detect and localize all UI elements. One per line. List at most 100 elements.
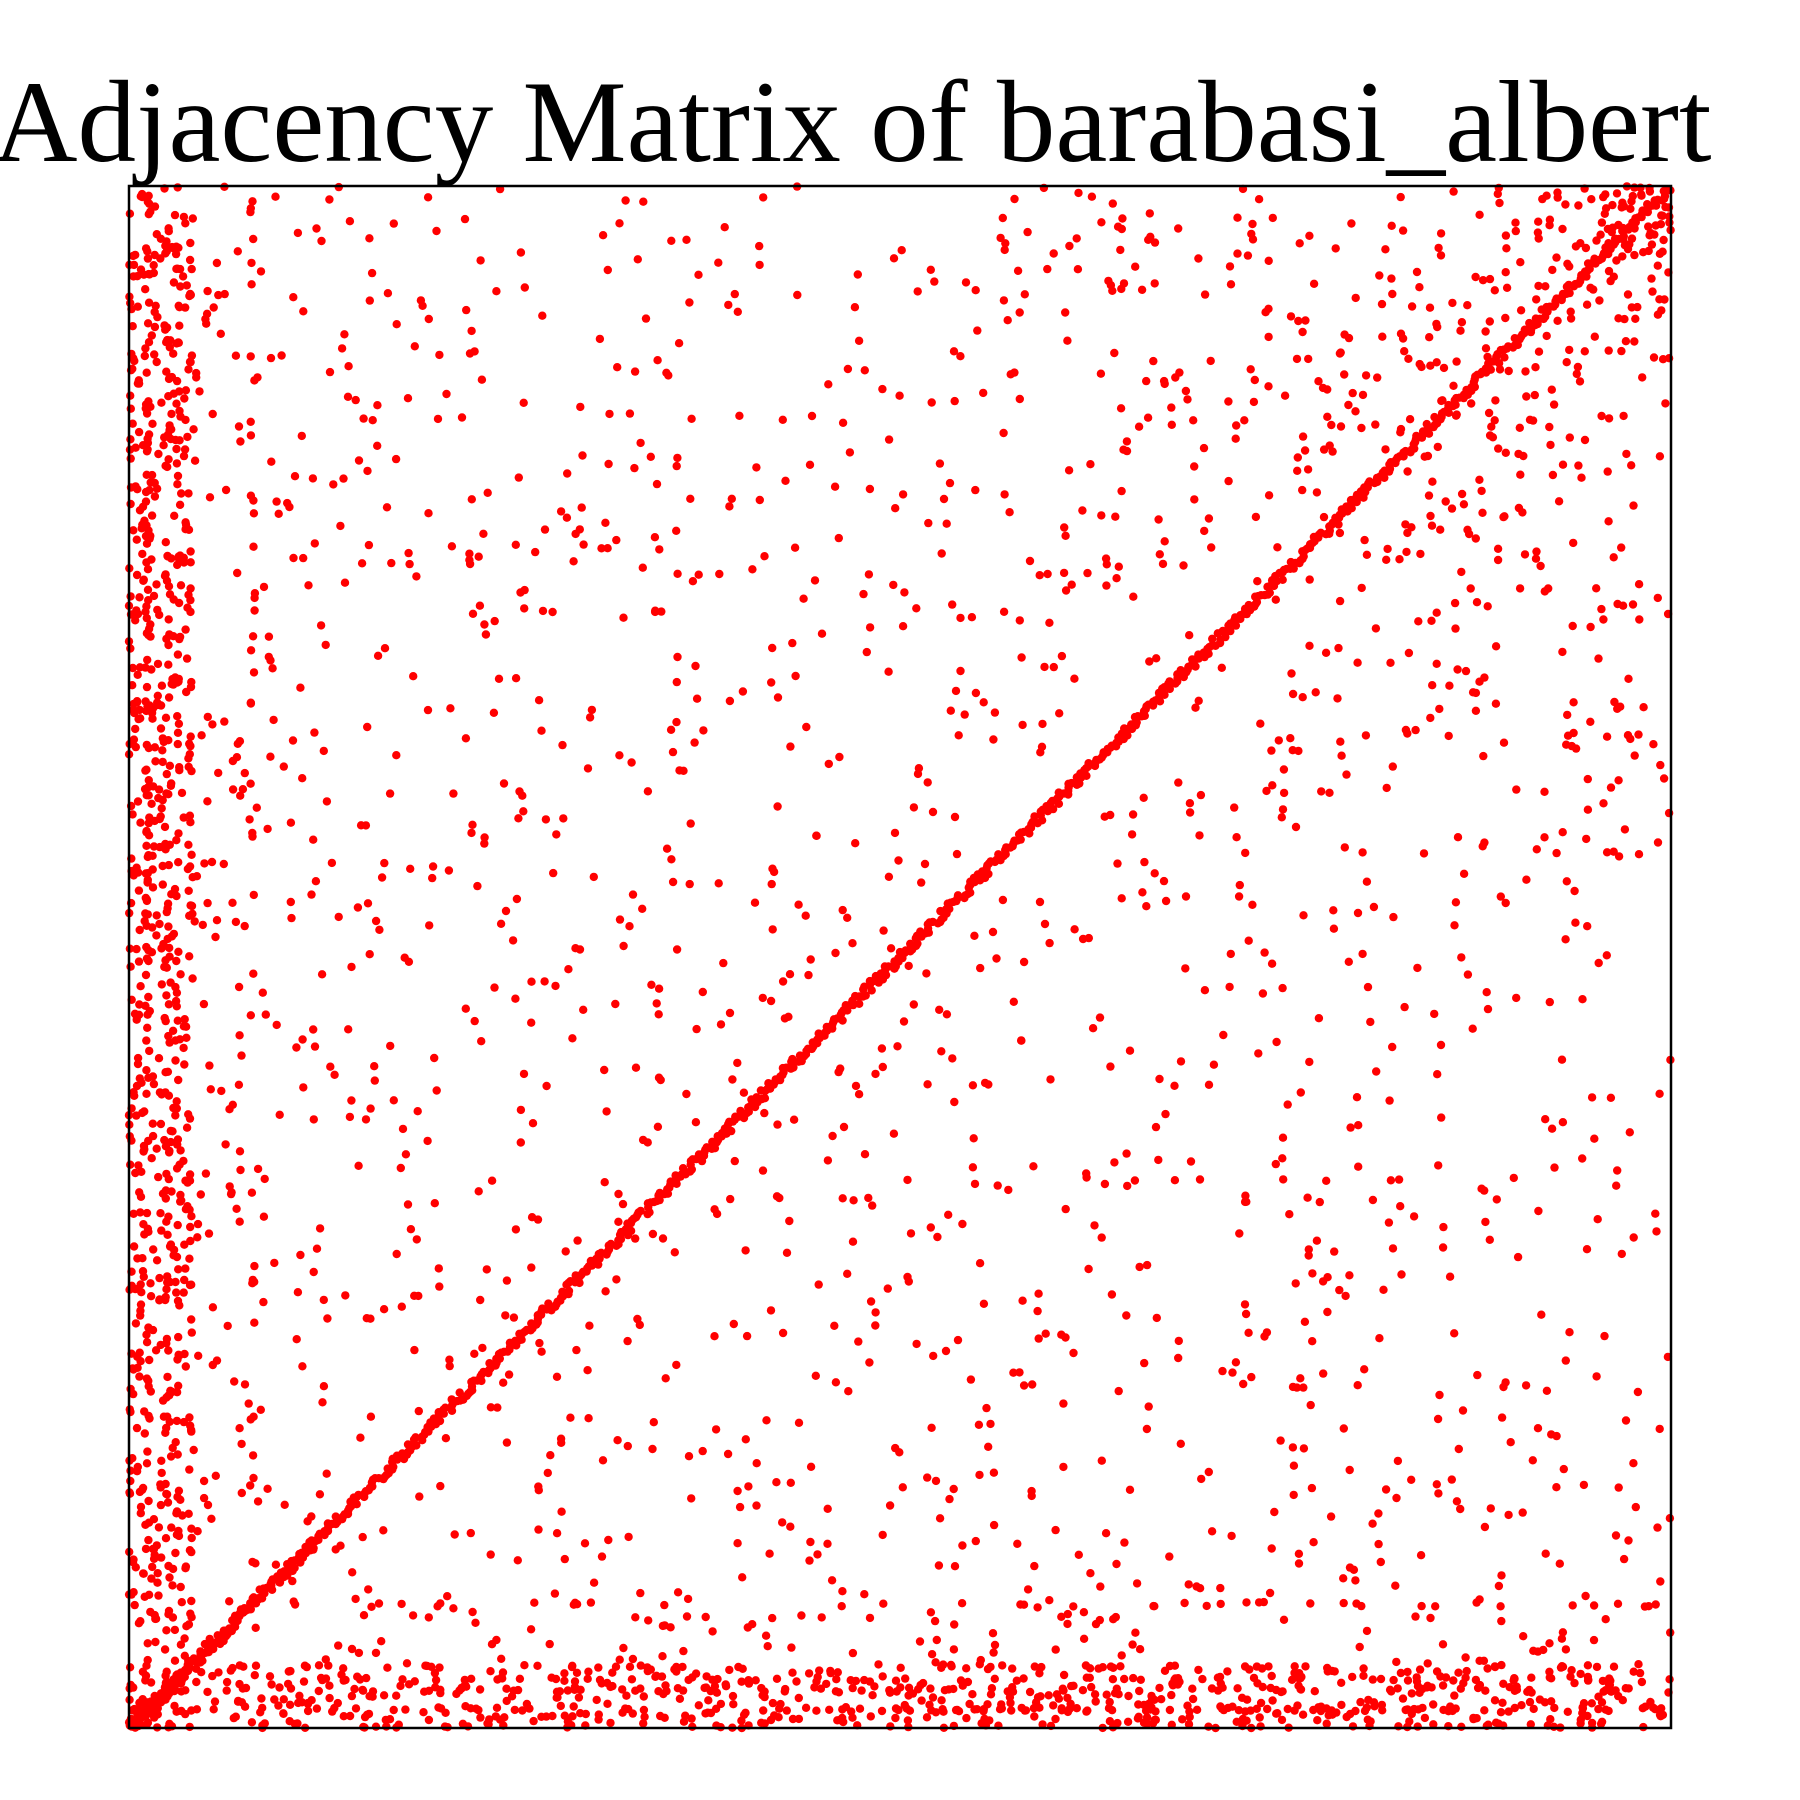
matrix-point [949,347,959,356]
matrix-point [786,742,795,751]
matrix-point [434,1264,443,1273]
matrix-point [286,1666,295,1676]
matrix-point [1369,1698,1379,1707]
matrix-point [859,589,868,599]
matrix-point [1060,523,1069,532]
matrix-point [614,1189,623,1199]
matrix-point [415,1492,424,1501]
matrix-point [163,462,172,472]
matrix-point [203,1500,213,1510]
matrix-point [1554,497,1564,506]
matrix-point [589,1578,599,1587]
matrix-point [564,1286,574,1296]
matrix-point [1471,272,1480,282]
matrix-point [442,389,451,399]
matrix-point [1534,1206,1543,1216]
matrix-point [1351,1576,1360,1585]
matrix-point [476,1713,485,1722]
matrix-point [403,1200,413,1209]
matrix-point [299,1083,308,1092]
matrix-point [1070,674,1079,683]
matrix-point [359,1611,369,1620]
matrix-point [164,1091,174,1100]
matrix-point [1191,662,1200,671]
matrix-point [828,1131,837,1141]
matrix-point [308,474,318,483]
matrix-point [1631,1502,1641,1512]
matrix-point [1072,1704,1082,1713]
matrix-point [325,1681,334,1690]
matrix-point [154,1523,164,1532]
matrix-point [237,1051,246,1060]
matrix-point [1277,1715,1287,1725]
matrix-point [1402,547,1411,557]
matrix-point [497,1654,506,1664]
matrix-point [1195,1175,1205,1184]
matrix-point [345,1112,355,1122]
matrix-point [138,502,148,511]
matrix-point [551,1674,561,1684]
matrix-point [687,1714,696,1723]
matrix-point [698,1446,707,1456]
matrix-point [174,243,183,252]
matrix-point [1102,560,1112,569]
matrix-point [561,1247,570,1256]
matrix-point [268,664,277,673]
matrix-point [1262,1328,1272,1337]
matrix-point [163,899,173,908]
matrix-point [351,395,360,405]
matrix-point [1602,951,1612,960]
matrix-point [673,1684,683,1693]
matrix-point [387,558,396,568]
matrix-point [475,1685,485,1694]
matrix-point [366,1314,375,1323]
matrix-point [949,1484,958,1494]
matrix-point [877,1706,887,1716]
matrix-point [1491,1718,1501,1727]
matrix-point [865,623,875,632]
matrix-point [514,814,523,823]
matrix-point [131,724,140,734]
matrix-point [1388,1042,1397,1052]
matrix-point [383,289,393,298]
matrix-point [529,1716,538,1726]
matrix-point [142,613,151,623]
matrix-point [898,1483,907,1492]
matrix-point [140,1230,149,1239]
matrix-point [1493,544,1503,553]
matrix-point [1049,249,1058,258]
matrix-point [1111,512,1120,521]
matrix-point [979,1299,989,1309]
matrix-point [518,1706,527,1715]
matrix-point [156,1483,165,1492]
matrix-point [167,372,177,382]
matrix-point [148,1119,157,1128]
matrix-point [1562,877,1572,886]
matrix-point [860,1150,870,1159]
matrix-point [220,289,229,299]
matrix-point [404,548,413,558]
matrix-point [167,1187,176,1196]
matrix-point [1634,580,1644,589]
matrix-point [365,234,374,243]
matrix-point [370,1062,379,1071]
matrix-point [412,572,421,581]
matrix-point [1117,486,1126,496]
matrix-point [1331,244,1340,253]
matrix-point [922,1713,932,1722]
matrix-point [159,939,168,949]
matrix-point [1432,1480,1442,1489]
matrix-point [1614,852,1624,861]
matrix-point [1228,1702,1237,1711]
matrix-point [209,303,218,312]
matrix-point [1389,912,1398,922]
matrix-point [1097,218,1106,227]
matrix-point [767,678,776,687]
matrix-point [172,956,181,966]
matrix-point [1518,1508,1527,1517]
matrix-point [1659,235,1668,245]
matrix-point [182,654,192,663]
matrix-point [158,880,167,889]
matrix-point [286,897,295,907]
matrix-point [838,1194,847,1203]
